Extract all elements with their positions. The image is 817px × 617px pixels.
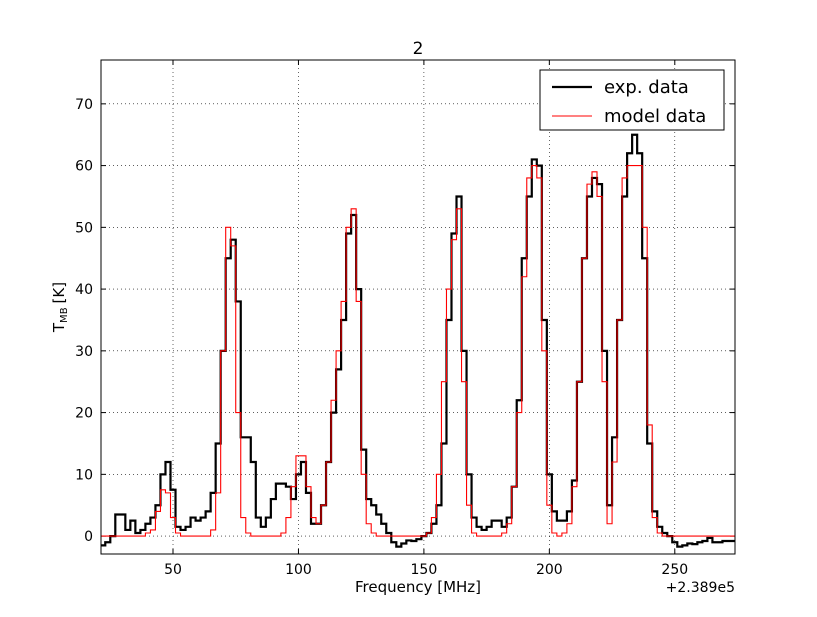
y-tick-label: 50 <box>75 220 93 236</box>
y-tick-label: 0 <box>84 529 93 545</box>
x-axis-label: Frequency [MHz] <box>355 578 481 596</box>
plot-frame <box>100 59 736 555</box>
y-axis-label: TMB [K] <box>50 282 70 333</box>
x-offset-label: +2.389e5 <box>666 580 735 596</box>
y-tick-label: 30 <box>75 344 93 360</box>
chart-title: 2 <box>413 39 424 59</box>
legend-label: model data <box>604 106 706 127</box>
series-line <box>101 165 735 537</box>
y-axis-label-text: TMB [K] <box>50 282 70 333</box>
y-tick-label: 60 <box>75 159 93 175</box>
y-label-unit: [K] <box>50 282 68 304</box>
y-tick-label: 70 <box>75 97 93 113</box>
y-tick-label: 20 <box>75 406 93 422</box>
y-label-sub: MB <box>59 307 70 323</box>
y-label-main: T <box>50 322 68 333</box>
legend: exp. data model data <box>539 69 725 131</box>
series-line <box>101 133 735 548</box>
x-tick-label: 150 <box>411 562 438 578</box>
x-tick-label: 250 <box>661 562 688 578</box>
legend-box <box>539 69 725 131</box>
legend-label: exp. data <box>604 77 689 98</box>
x-tick-label: 100 <box>285 562 312 578</box>
x-tick-label: 50 <box>164 562 182 578</box>
y-tick-label: 40 <box>75 282 93 298</box>
x-tick-label: 200 <box>536 562 563 578</box>
y-tick-label: 10 <box>75 467 93 483</box>
